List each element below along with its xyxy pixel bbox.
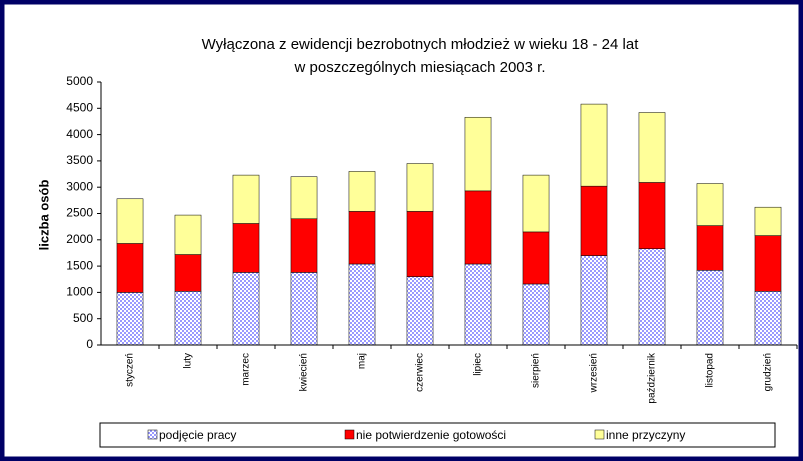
legend [99, 422, 776, 448]
bar-segment [174, 291, 202, 346]
bar-segment [754, 206, 782, 236]
bar-segment [290, 176, 318, 220]
bar-segment [638, 248, 666, 346]
x-tick-label: czerwiec [415, 353, 426, 392]
y-tick-label: 3000 [66, 179, 93, 193]
x-tick-label: grudzień [763, 353, 774, 391]
x-tick-label: wrzesień [589, 353, 600, 393]
chart-title: w poszczególnych miesiącach 2003 r. [294, 59, 546, 76]
bar-segment [464, 190, 492, 265]
bar-segment [116, 198, 144, 244]
x-tick-label: maj [357, 353, 368, 369]
bar-segment [406, 211, 434, 277]
y-tick-label: 0 [86, 337, 93, 351]
legend-swatch [594, 429, 605, 440]
bar-segment [406, 276, 434, 346]
y-tick-label: 1500 [66, 258, 93, 272]
bar-segment [174, 214, 202, 255]
bar-segment [232, 174, 260, 224]
x-tick-label: kwiecień [299, 353, 310, 391]
y-tick-label: 1000 [66, 285, 93, 299]
y-tick-label: 2500 [66, 206, 93, 220]
bar-segment [754, 291, 782, 346]
x-tick-label: sierpień [531, 353, 542, 388]
bar-segment [406, 163, 434, 212]
legend-label: podjęcie pracy [159, 428, 236, 442]
y-tick-label: 4500 [66, 100, 93, 114]
bar-segment [696, 270, 724, 346]
x-tick-label: styczeń [125, 353, 136, 387]
chart-title: Wyłączona z ewidencji bezrobotnych młodz… [202, 36, 640, 53]
bar-segment [116, 292, 144, 346]
bar-segment [580, 103, 608, 187]
bar-segment [522, 283, 550, 346]
bar-segment [638, 182, 666, 249]
x-tick-label: listopad [705, 353, 716, 387]
bar-segment [638, 112, 666, 183]
bar-segment [348, 211, 376, 265]
y-tick-label: 3500 [66, 153, 93, 167]
bar-segment [232, 223, 260, 273]
y-tick-label: 5000 [66, 74, 93, 88]
bar-segment [290, 218, 318, 273]
legend-label: inne przyczyny [606, 428, 685, 442]
legend-swatch [147, 429, 158, 440]
bar-segment [696, 183, 724, 226]
x-tick-label: lipiec [473, 353, 484, 376]
bar-segment [522, 231, 550, 285]
bar-segment [522, 174, 550, 233]
x-tick-label: marzec [241, 353, 252, 386]
bar-segment [580, 185, 608, 256]
y-tick-label: 4000 [66, 127, 93, 141]
bar-segment [116, 243, 144, 293]
bar-segment [696, 225, 724, 271]
bar-segment [232, 272, 260, 346]
x-tick-label: październik [647, 352, 658, 404]
bar-segment [174, 254, 202, 292]
bar-segment [348, 171, 376, 212]
x-tick-label: luty [183, 353, 194, 369]
bar-segment [580, 255, 608, 346]
bar-segment [290, 272, 318, 346]
bar-segment [348, 263, 376, 346]
y-axis-label: liczba osób [36, 180, 51, 251]
y-tick-label: 2000 [66, 232, 93, 246]
y-tick-label: 500 [73, 311, 93, 325]
bar-segment [464, 116, 492, 192]
bar-segment [754, 235, 782, 292]
bar-segment [464, 263, 492, 346]
legend-swatch [344, 429, 355, 440]
legend-label: nie potwierdzenie gotowości [356, 428, 506, 442]
